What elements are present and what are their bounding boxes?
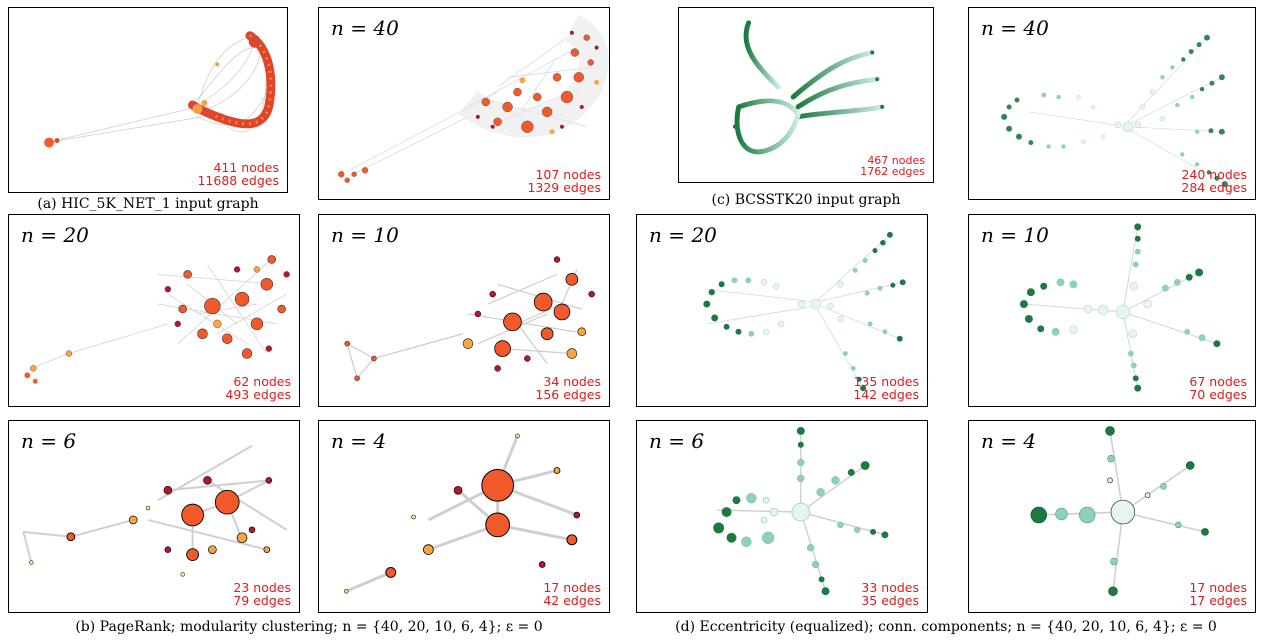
node-count: 467 nodes [867, 154, 925, 167]
edge-count: 493 edges [225, 387, 291, 402]
panel-c-input-graph: 467 nodes 1762 edges [678, 7, 934, 183]
caption-c: (c) BCSSTK20 input graph [711, 192, 901, 208]
edge-count: 70 edges [1189, 387, 1247, 402]
graph-stats: 17 nodes 42 edges [543, 581, 601, 607]
node-count: 67 nodes [1189, 374, 1247, 389]
edge-count: 1762 edges [860, 165, 925, 178]
edge-count: 79 edges [233, 593, 291, 608]
panel-b-n6: n = 6 23 nodes 79 edges [8, 420, 300, 613]
n-label: n = 4 [981, 429, 1037, 453]
node-count: 411 nodes [213, 160, 279, 175]
n-label: n = 6 [649, 429, 705, 453]
n-label: n = 20 [21, 223, 89, 247]
node-count: 33 nodes [861, 580, 919, 595]
graph-drawing [24, 254, 290, 384]
edge-count: 156 edges [535, 387, 601, 402]
panel-b-n4: n = 4 17 nodes 42 edges [318, 420, 610, 613]
caption-b: (b) PageRank; modularity clustering; n =… [75, 619, 543, 635]
panel-d-n4: n = 4 17 nodes 17 edges [968, 420, 1256, 613]
graph-stats: 240 nodes 284 edges [1181, 168, 1247, 194]
graph-drawing [44, 31, 276, 148]
node-count: 62 nodes [233, 374, 291, 389]
caption-d: (d) Eccentricity (equalized); conn. comp… [675, 619, 1217, 635]
graph-stats: 62 nodes 493 edges [225, 375, 291, 401]
graph-drawing [703, 231, 906, 392]
graph-stats: 135 nodes 142 edges [853, 375, 919, 401]
panel-d-n40: n = 40 240 nodes 284 edges [968, 7, 1256, 200]
graph-drawing [344, 256, 595, 382]
graph-drawing [1030, 426, 1209, 596]
graph-stats: 107 nodes 1329 edges [527, 168, 601, 194]
graph-drawing [343, 433, 581, 594]
graph-drawing [338, 14, 609, 183]
panel-a-input-graph: 411 nodes 11688 edges [8, 7, 288, 193]
panel-b-n40: n = 40 107 nodes 1329 edges [318, 7, 610, 200]
node-count: 17 nodes [543, 580, 601, 595]
n-label: n = 4 [331, 429, 387, 453]
edge-count: 35 edges [861, 593, 919, 608]
node-count: 23 nodes [233, 580, 291, 595]
edge-count: 17 edges [1189, 593, 1247, 608]
n-label: n = 40 [331, 16, 399, 40]
graph-drawing [732, 20, 885, 155]
graph-stats: 67 nodes 70 edges [1189, 375, 1247, 401]
graph-stats: 33 nodes 35 edges [861, 581, 919, 607]
panel-d-n10: n = 10 67 nodes 70 edges [968, 214, 1256, 407]
n-label: n = 10 [331, 223, 399, 247]
panel-b-n20: n = 20 62 nodes 493 edges [8, 214, 300, 407]
panel-b-n10: n = 10 34 nodes 156 edges [318, 214, 610, 407]
edge-count: 1329 edges [527, 180, 601, 195]
n-label: n = 20 [649, 223, 717, 247]
graph-stats: 23 nodes 79 edges [233, 581, 291, 607]
graph-stats: 467 nodes 1762 edges [860, 155, 925, 177]
graph-stats: 17 nodes 17 edges [1189, 581, 1247, 607]
n-label: n = 6 [21, 429, 77, 453]
edge-count: 142 edges [853, 387, 919, 402]
graph-drawing [1019, 223, 1221, 392]
graph-drawing [1001, 34, 1228, 188]
node-count: 34 nodes [543, 374, 601, 389]
graph-drawing [22, 444, 288, 577]
graph-stats: 34 nodes 156 edges [535, 375, 601, 401]
n-label: n = 10 [981, 223, 1049, 247]
edge-count: 42 edges [543, 593, 601, 608]
n-label: n = 40 [981, 16, 1049, 40]
edge-count: 11688 edges [197, 173, 279, 188]
graph-stats: 411 nodes 11688 edges [197, 161, 279, 187]
node-count: 240 nodes [1181, 167, 1247, 182]
node-count: 17 nodes [1189, 580, 1247, 595]
node-count: 107 nodes [535, 167, 601, 182]
panel-d-n20: n = 20 135 nodes 142 edges [636, 214, 928, 407]
graph-drawing [713, 426, 889, 596]
panel-d-n6: n = 6 33 nodes 35 edges [636, 420, 928, 613]
caption-a: (a) HIC_5K_NET_1 input graph [37, 196, 259, 212]
node-count: 135 nodes [853, 374, 919, 389]
edge-count: 284 edges [1181, 180, 1247, 195]
